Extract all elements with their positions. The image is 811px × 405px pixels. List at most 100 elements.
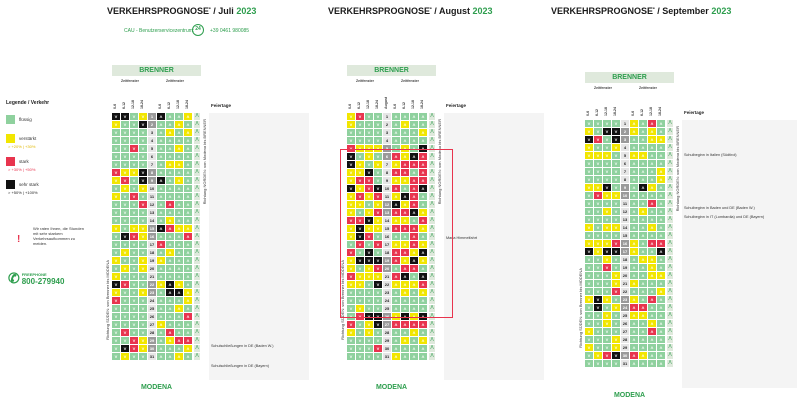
- traffic-cell: V: [347, 137, 355, 144]
- traffic-cell: Λ: [401, 345, 409, 352]
- traffic-cell: Λ: [648, 344, 656, 351]
- traffic-cell: Λ: [392, 161, 400, 168]
- day-number: 8: [621, 176, 629, 183]
- traffic-cell: Λ: [392, 177, 400, 184]
- day-number: 19: [383, 257, 391, 264]
- traffic-cell: Λ: [184, 273, 192, 280]
- traffic-cell: V: [374, 281, 382, 288]
- traffic-cell: Λ: [392, 145, 400, 152]
- column-header: 6-12: [595, 108, 599, 116]
- traffic-cell: Λ: [410, 185, 418, 192]
- band-bottom: MODENA: [375, 384, 408, 391]
- traffic-cell: V: [585, 296, 593, 303]
- day-number: 25: [148, 305, 156, 312]
- traffic-cell: V: [121, 113, 129, 120]
- traffic-cell: Λ: [419, 121, 427, 128]
- traffic-cell: V: [365, 129, 373, 136]
- traffic-cell: Λ: [392, 241, 400, 248]
- traffic-cell: Λ: [639, 256, 647, 263]
- direction-arrow-icon: Λ: [667, 208, 673, 215]
- traffic-cell: Λ: [166, 217, 174, 224]
- traffic-cell: V: [585, 280, 593, 287]
- traffic-cell: Λ: [410, 169, 418, 176]
- traffic-cell: V: [112, 313, 120, 320]
- traffic-cell: Λ: [419, 217, 427, 224]
- direction-arrow-icon: Λ: [667, 328, 673, 335]
- traffic-cell: V: [130, 145, 138, 152]
- traffic-cell: Λ: [392, 225, 400, 232]
- traffic-cell: Λ: [630, 248, 638, 255]
- traffic-cell: V: [612, 216, 620, 223]
- direction-arrow-icon: Λ: [667, 240, 673, 247]
- traffic-cell: Λ: [630, 304, 638, 311]
- freephone[interactable]: ✆ FREEPHONE 800-279940: [8, 270, 65, 286]
- traffic-cell: V: [374, 217, 382, 224]
- traffic-cell: V: [130, 297, 138, 304]
- traffic-cell: V: [139, 233, 147, 240]
- feiertage-column: [682, 120, 797, 388]
- direction-arrow-icon: Λ: [194, 305, 200, 312]
- table-row: V V V V 30 Λ Λ Λ Λ Λ: [112, 345, 201, 353]
- traffic-cell: V: [585, 176, 593, 183]
- traffic-cell: Λ: [157, 177, 165, 184]
- traffic-cell: Λ: [401, 145, 409, 152]
- traffic-cell: V: [603, 144, 611, 151]
- traffic-cell: Λ: [639, 248, 647, 255]
- traffic-cell: Λ: [410, 273, 418, 280]
- holiday-note: Schulbeginn in IT (Lombardia) und DE (Ba…: [684, 215, 765, 219]
- traffic-cell: V: [585, 264, 593, 271]
- traffic-cell: V: [594, 144, 602, 151]
- traffic-cell: Λ: [410, 137, 418, 144]
- day-number: 25: [621, 312, 629, 319]
- direction-arrow-icon: Λ: [194, 161, 200, 168]
- day-number: 15: [621, 232, 629, 239]
- traffic-cell: Λ: [639, 136, 647, 143]
- traffic-cell: V: [365, 137, 373, 144]
- traffic-cell: V: [130, 273, 138, 280]
- day-number: 5: [383, 145, 391, 152]
- traffic-cell: Λ: [166, 129, 174, 136]
- direction-arrow-icon: Λ: [429, 233, 435, 240]
- traffic-cell: V: [612, 192, 620, 199]
- traffic-cell: Λ: [648, 296, 656, 303]
- traffic-cell: V: [365, 249, 373, 256]
- traffic-cell: Λ: [657, 296, 665, 303]
- traffic-cell: Λ: [648, 288, 656, 295]
- table-row: V V V V 31 Λ Λ Λ Λ Λ: [347, 353, 436, 361]
- traffic-cell: Λ: [184, 241, 192, 248]
- traffic-cell: Λ: [639, 288, 647, 295]
- column-header: 12-18: [176, 100, 180, 109]
- cau-phone[interactable]: +39 0461 980085: [210, 28, 250, 34]
- traffic-cell: Λ: [157, 145, 165, 152]
- traffic-cell: V: [347, 217, 355, 224]
- day-number: 11: [383, 193, 391, 200]
- traffic-cell: V: [347, 321, 355, 328]
- direction-arrow-icon: Λ: [429, 209, 435, 216]
- traffic-cell: Λ: [184, 345, 192, 352]
- day-number: 13: [383, 209, 391, 216]
- traffic-cell: V: [121, 305, 129, 312]
- traffic-cell: Λ: [657, 136, 665, 143]
- direction-arrow-icon: Λ: [667, 168, 673, 175]
- legend: flüssig verstärkt > +20% | +30% stark > …: [6, 114, 39, 195]
- traffic-cell: Λ: [630, 360, 638, 367]
- traffic-cell: Λ: [184, 281, 192, 288]
- table-row: V V V V 20 Λ Λ Λ Λ Λ: [347, 265, 436, 273]
- traffic-cell: V: [374, 289, 382, 296]
- traffic-cell: Λ: [157, 257, 165, 264]
- traffic-cell: V: [112, 129, 120, 136]
- traffic-cell: V: [365, 353, 373, 360]
- direction-arrow-icon: Λ: [429, 145, 435, 152]
- table-row: V V V V 13 Λ Λ Λ Λ Λ: [347, 209, 436, 217]
- traffic-cell: Λ: [410, 257, 418, 264]
- traffic-cell: V: [130, 313, 138, 320]
- day-number: 29: [383, 337, 391, 344]
- traffic-cell: V: [585, 128, 593, 135]
- column-header: 6-12: [402, 101, 406, 109]
- day-number: 21: [621, 280, 629, 287]
- traffic-cell: V: [130, 265, 138, 272]
- traffic-cell: V: [356, 169, 364, 176]
- traffic-cell: Λ: [419, 225, 427, 232]
